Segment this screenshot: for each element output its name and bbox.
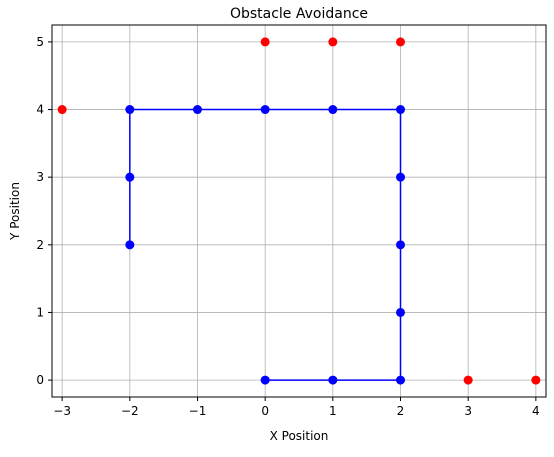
path-point <box>396 375 406 385</box>
path-point <box>396 172 406 182</box>
x-tick-label: −3 <box>53 404 71 418</box>
obstacle-point <box>328 37 338 47</box>
x-tick-label: 4 <box>532 404 540 418</box>
y-tick-label: 3 <box>36 170 44 184</box>
path-point <box>260 105 270 115</box>
path-point <box>396 240 406 250</box>
path-point <box>125 105 135 115</box>
obstacle-point <box>396 37 406 47</box>
x-tick-label: 3 <box>464 404 472 418</box>
path-point <box>328 375 338 385</box>
x-tick-label: 1 <box>329 404 337 418</box>
y-tick-label: 1 <box>36 305 44 319</box>
y-tick-label: 4 <box>36 103 44 117</box>
x-tick-label: 0 <box>261 404 269 418</box>
y-tick-label: 2 <box>36 238 44 252</box>
obstacle-point <box>463 375 473 385</box>
path-point <box>396 105 406 115</box>
obstacle-point <box>57 105 67 115</box>
y-axis-label: Y Position <box>8 182 22 241</box>
obstacle-point <box>531 375 541 385</box>
y-tick-label: 0 <box>36 373 44 387</box>
y-tick-label: 5 <box>36 35 44 49</box>
path-point <box>396 307 406 317</box>
chart-title: Obstacle Avoidance <box>230 6 368 22</box>
path-point <box>192 105 202 115</box>
path-point <box>328 105 338 115</box>
x-tick-label: −1 <box>189 404 207 418</box>
x-tick-label: −2 <box>121 404 139 418</box>
x-tick-label: 2 <box>397 404 405 418</box>
plot-frame <box>51 24 547 398</box>
path-point <box>125 172 135 182</box>
x-axis-label: X Position <box>270 429 329 443</box>
path-point <box>260 375 270 385</box>
data-layer <box>57 37 541 385</box>
ticks: −3 −2 −1 0 1 2 3 4 0 1 2 3 4 5 <box>36 35 539 418</box>
path-point <box>125 240 135 250</box>
obstacle-point <box>260 37 270 47</box>
plot-area <box>52 25 546 397</box>
